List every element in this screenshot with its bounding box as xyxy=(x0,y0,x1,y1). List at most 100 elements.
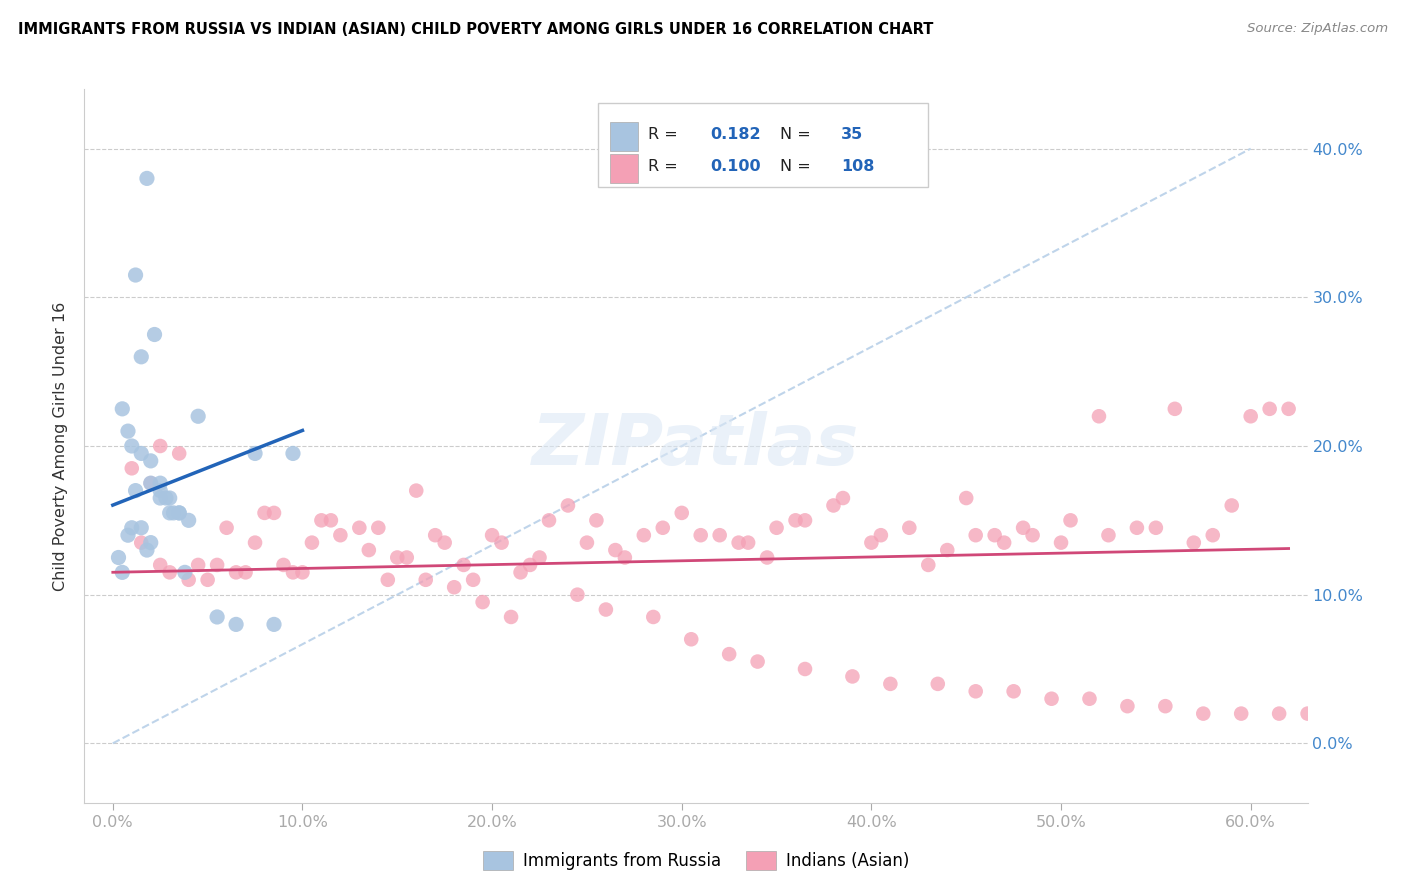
Point xyxy=(1144,521,1167,535)
Point xyxy=(301,535,323,549)
Point xyxy=(243,446,266,460)
Point xyxy=(879,677,901,691)
Point xyxy=(311,513,333,527)
Point xyxy=(443,580,465,594)
Point xyxy=(1296,706,1319,721)
Point xyxy=(129,446,152,460)
Point xyxy=(898,521,921,535)
Point xyxy=(159,491,181,505)
Point xyxy=(965,528,987,542)
Point xyxy=(1021,528,1043,542)
Point xyxy=(197,573,219,587)
Point xyxy=(1334,706,1357,721)
Point xyxy=(149,491,172,505)
Point xyxy=(585,513,607,527)
Point xyxy=(173,566,195,580)
Point xyxy=(709,528,731,542)
Point xyxy=(529,550,551,565)
Point xyxy=(159,506,181,520)
Point xyxy=(121,439,143,453)
Point xyxy=(136,543,159,558)
Point xyxy=(329,528,352,542)
Point xyxy=(162,506,184,520)
Point xyxy=(117,424,139,438)
Text: 0.100: 0.100 xyxy=(710,160,761,175)
Point xyxy=(167,506,190,520)
Point xyxy=(643,610,665,624)
Point xyxy=(1154,699,1177,714)
Point xyxy=(747,655,769,669)
Point xyxy=(149,483,172,498)
Point xyxy=(613,550,636,565)
Point xyxy=(143,327,166,342)
Point xyxy=(870,528,893,542)
Point xyxy=(765,521,787,535)
Point xyxy=(1240,409,1263,424)
Text: N =: N = xyxy=(780,160,817,175)
Legend: Immigrants from Russia, Indians (Asian): Immigrants from Russia, Indians (Asian) xyxy=(477,844,915,877)
Point xyxy=(177,513,200,527)
Point xyxy=(273,558,295,572)
Point xyxy=(281,566,304,580)
Point xyxy=(519,558,541,572)
Point xyxy=(387,550,409,565)
Point xyxy=(149,439,172,453)
Point xyxy=(756,550,779,565)
Point xyxy=(671,506,693,520)
Point xyxy=(832,491,855,505)
Point xyxy=(235,566,257,580)
Point xyxy=(1012,521,1035,535)
Text: ZIPatlas: ZIPatlas xyxy=(533,411,859,481)
Point xyxy=(367,521,389,535)
Point xyxy=(1202,528,1225,542)
Point xyxy=(433,535,456,549)
Point xyxy=(633,528,655,542)
Point xyxy=(575,535,598,549)
Point xyxy=(107,550,129,565)
Point xyxy=(139,454,162,468)
Text: Source: ZipAtlas.com: Source: ZipAtlas.com xyxy=(1247,22,1388,36)
Point xyxy=(1002,684,1025,698)
Point xyxy=(1220,499,1243,513)
Point xyxy=(139,535,162,549)
Point xyxy=(111,566,134,580)
Point xyxy=(936,543,959,558)
Point xyxy=(689,528,711,542)
Point xyxy=(917,558,939,572)
Text: N =: N = xyxy=(780,128,817,143)
Point xyxy=(1116,699,1139,714)
Point xyxy=(1164,401,1187,416)
Point xyxy=(159,566,181,580)
Point xyxy=(377,573,399,587)
Point xyxy=(225,617,247,632)
Point xyxy=(785,513,807,527)
Point xyxy=(357,543,380,558)
Point xyxy=(263,506,285,520)
Point xyxy=(1192,706,1215,721)
Point xyxy=(1050,535,1073,549)
Point xyxy=(927,677,949,691)
Text: R =: R = xyxy=(648,160,683,175)
Point xyxy=(651,521,673,535)
Point xyxy=(263,617,285,632)
Point xyxy=(425,528,447,542)
Point xyxy=(595,602,617,616)
Point xyxy=(557,499,579,513)
Point xyxy=(129,535,152,549)
Text: R =: R = xyxy=(648,128,683,143)
Point xyxy=(243,535,266,549)
Point xyxy=(737,535,759,549)
Y-axis label: Child Poverty Among Girls Under 16: Child Poverty Among Girls Under 16 xyxy=(53,301,69,591)
Point xyxy=(537,513,560,527)
Point xyxy=(129,521,152,535)
Point xyxy=(1097,528,1119,542)
Point xyxy=(681,632,703,647)
Point xyxy=(718,647,741,661)
Point xyxy=(1182,535,1205,549)
Point xyxy=(1040,691,1063,706)
Point xyxy=(1126,521,1149,535)
Text: IMMIGRANTS FROM RUSSIA VS INDIAN (ASIAN) CHILD POVERTY AMONG GIRLS UNDER 16 CORR: IMMIGRANTS FROM RUSSIA VS INDIAN (ASIAN)… xyxy=(18,22,934,37)
Point xyxy=(129,350,152,364)
Point xyxy=(1059,513,1081,527)
Point xyxy=(727,535,749,549)
